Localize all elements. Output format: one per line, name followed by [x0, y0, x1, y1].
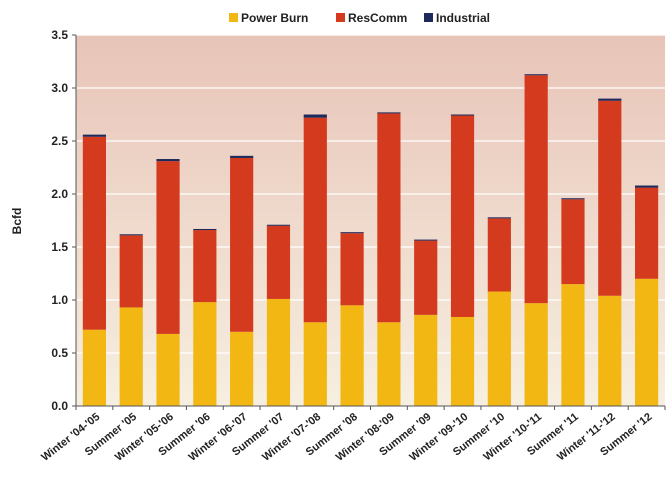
bar-power-burn: [561, 284, 585, 406]
bar-power-burn: [230, 331, 254, 406]
y-tick-label: 2.0: [51, 187, 68, 201]
y-axis-title: Bcfd: [10, 208, 24, 235]
bar-industrial: [340, 232, 364, 234]
bar-power-burn: [377, 322, 401, 406]
y-tick-label: 1.5: [51, 240, 68, 254]
bar-industrial: [266, 224, 291, 226]
bar-industrial: [82, 134, 106, 137]
bar-industrial: [156, 159, 180, 162]
legend-label-rescomm: ResComm: [348, 11, 407, 25]
bar-rescomm: [340, 233, 364, 306]
bar-rescomm: [487, 218, 511, 292]
bar-industrial: [377, 112, 401, 114]
bar-power-burn: [598, 295, 622, 406]
bar-rescomm: [414, 240, 438, 315]
y-tick-label: 3.5: [51, 28, 68, 42]
legend-item-industrial: Industrial: [424, 11, 490, 25]
legend-swatch-industrial: [424, 13, 433, 22]
bar-rescomm: [377, 113, 401, 323]
y-tick-label: 1.0: [51, 293, 68, 307]
bar-industrial: [635, 185, 659, 188]
bar-power-burn: [303, 322, 327, 406]
bar-rescomm: [635, 187, 659, 279]
y-tick-label: 0.5: [51, 346, 68, 360]
bar-rescomm: [82, 136, 106, 330]
legend-swatch-rescomm: [336, 13, 345, 22]
y-tick-label: 3.0: [51, 81, 68, 95]
bar-power-burn: [450, 316, 475, 406]
bar-industrial: [524, 74, 548, 76]
bar-rescomm: [524, 75, 548, 304]
bar-industrial: [303, 114, 327, 118]
bar-power-burn: [340, 305, 364, 406]
bar-industrial: [487, 217, 511, 219]
bar-power-burn: [119, 307, 143, 406]
legend-item-rescomm: ResComm: [336, 11, 407, 25]
bars: [82, 74, 659, 406]
legend: Power Burn ResComm Industrial: [229, 11, 490, 25]
bar-rescomm: [193, 230, 217, 303]
bar-industrial: [450, 114, 475, 116]
bar-industrial: [598, 98, 622, 101]
bar-power-burn: [524, 303, 548, 406]
bar-rescomm: [561, 199, 585, 285]
y-tick-label: 2.5: [51, 134, 68, 148]
bar-power-burn: [82, 329, 106, 406]
y-axis-ticks: 0.0 0.5 1.0 1.5 2.0 2.5 3.0 3.5: [51, 28, 76, 413]
legend-label-power-burn: Power Burn: [241, 11, 308, 25]
bar-industrial: [414, 239, 438, 241]
bar-power-burn: [414, 314, 438, 406]
legend-label-industrial: Industrial: [436, 11, 490, 25]
bar-rescomm: [119, 235, 143, 308]
bar-industrial: [561, 198, 585, 200]
bar-power-burn: [487, 291, 511, 406]
bar-rescomm: [450, 115, 475, 317]
y-tick-label: 0.0: [51, 399, 68, 413]
bar-industrial: [193, 228, 217, 231]
bar-rescomm: [156, 161, 180, 334]
bar-power-burn: [193, 302, 217, 406]
bar-rescomm: [230, 157, 254, 332]
bar-power-burn: [156, 333, 180, 406]
legend-swatch-power-burn: [229, 13, 238, 22]
bar-industrial: [119, 234, 143, 236]
bar-power-burn: [266, 298, 291, 406]
bar-rescomm: [303, 117, 327, 323]
bar-rescomm: [266, 225, 291, 299]
legend-item-power-burn: Power Burn: [229, 11, 308, 25]
bar-rescomm: [598, 100, 622, 296]
bar-power-burn: [635, 278, 659, 406]
bar-industrial: [230, 155, 254, 158]
